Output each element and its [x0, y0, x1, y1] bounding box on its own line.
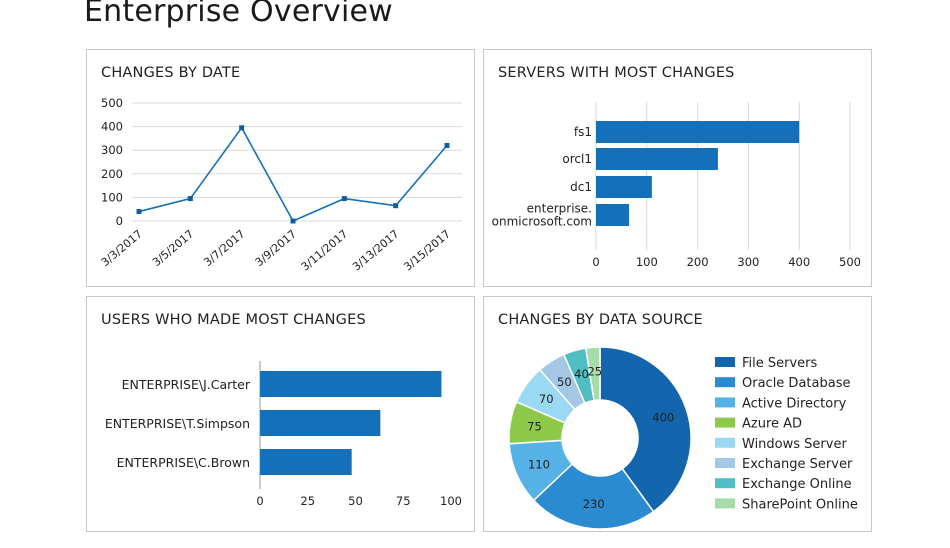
slice-value-label: 40 — [574, 367, 589, 381]
x-tick-label: 100 — [440, 494, 462, 508]
slice-value-label: 230 — [583, 497, 605, 511]
legend-label: File Servers — [742, 356, 818, 371]
bar — [596, 176, 652, 198]
x-tick-label: 100 — [636, 255, 658, 269]
servers-with-most-changes-title: SERVERS WITH MOST CHANGES — [498, 65, 735, 81]
legend-swatch — [715, 478, 735, 489]
x-tick-label: 75 — [396, 494, 411, 508]
x-tick-label: 500 — [839, 255, 861, 269]
legend-label: Exchange Server — [742, 457, 853, 472]
series-line — [138, 126, 448, 223]
pie-slice — [584, 346, 601, 402]
servers-with-most-changes-chart: 0 100 200 300 400 500 fs1 orcl1 dc1 enterprise.on… — [492, 102, 861, 269]
x-tick-label: 50 — [348, 494, 363, 508]
bar-category-label: ENTERPRISE\J.Carter — [122, 377, 251, 392]
x-tick-label: 3/7/2017 — [201, 227, 247, 269]
slice-value-label: 70 — [539, 392, 554, 406]
x-tick-label: 3/13/2017 — [350, 227, 402, 273]
x-tick-label: 0 — [592, 255, 599, 269]
y-tick-label: 300 — [101, 143, 123, 157]
y-tick-label: 200 — [101, 167, 123, 181]
users-who-made-most-changes-chart: 0 25 50 75 100 ENTERPRISE\J.Carter ENTERPRISE\… — [105, 361, 462, 508]
bar-category-label: ENTERPRISE\T.Simpson — [105, 416, 250, 431]
x-tick-label: 400 — [788, 255, 810, 269]
slice-value-label: 110 — [528, 457, 550, 471]
data-point — [290, 218, 296, 224]
legend-label: Exchange Online — [742, 477, 852, 492]
bar-category-label: enterprise. — [527, 202, 592, 216]
legend-label: Oracle Database — [742, 376, 850, 391]
bar — [596, 204, 630, 226]
y-tick-label: 400 — [101, 120, 123, 134]
x-tick-label: 3/5/2017 — [150, 227, 196, 269]
bar-category-label: fs1 — [574, 125, 592, 139]
x-tick-label: 3/11/2017 — [299, 227, 351, 273]
slice-value-label: 400 — [652, 410, 674, 424]
slice-value-label: 50 — [557, 375, 572, 389]
data-point — [187, 196, 193, 202]
legend-swatch — [715, 357, 735, 367]
x-tick-label: 3/3/2017 — [99, 227, 145, 269]
servers-with-most-changes-panel: SERVERS WITH MOST CHANGES 0 100 200 300 400 5… — [483, 49, 872, 287]
slice-value-label: 25 — [587, 365, 602, 379]
page-title: Enterprise Overview — [84, 0, 393, 29]
data-point — [136, 209, 142, 215]
legend-swatch — [715, 437, 735, 448]
x-tick-label: 0 — [256, 494, 263, 508]
legend-label: Azure AD — [742, 417, 802, 432]
changes-by-data-source-panel: CHANGES BY DATA SOURCE 400 230 110 75 70 50 40… — [483, 296, 872, 532]
bar-category-label: dc1 — [570, 180, 592, 194]
legend-label: Active Directory — [742, 396, 847, 411]
pie-slice — [599, 346, 692, 513]
changes-by-data-source-title: CHANGES BY DATA SOURCE — [498, 312, 703, 328]
bar — [260, 371, 442, 397]
bar-category-label: ENTERPRISE\C.Brown — [117, 455, 250, 470]
changes-by-date-title: CHANGES BY DATE — [101, 65, 241, 81]
pie-slice — [532, 462, 655, 530]
changes-by-date-panel: CHANGES BY DATE 0 100 200 300 400 500 3/3/2017… — [86, 49, 475, 287]
bar — [260, 449, 352, 475]
y-tick-label: 500 — [101, 96, 123, 110]
x-tick-label: 25 — [300, 494, 315, 508]
bar — [260, 410, 381, 436]
users-who-made-most-changes-title: USERS WHO MADE MOST CHANGES — [101, 312, 366, 328]
legend-swatch — [715, 458, 735, 468]
x-tick-label: 3/9/2017 — [253, 227, 299, 269]
legend-label: Windows Server — [742, 437, 847, 452]
data-point — [341, 196, 347, 202]
bar-category-label: onmicrosoft.com — [492, 215, 592, 229]
slice-value-label: 75 — [527, 420, 542, 434]
legend-label: SharePoint Online — [742, 497, 858, 512]
data-point — [444, 142, 450, 148]
bar — [596, 121, 800, 143]
users-who-made-most-changes-panel: USERS WHO MADE MOST CHANGES 0 25 50 75 100 EN… — [86, 296, 475, 532]
data-point — [239, 125, 245, 131]
bar-category-label: orcl1 — [562, 152, 592, 166]
changes-by-date-chart: 0 100 200 300 400 500 3/3/2017 3/5/2017 3/7/2017… — [99, 96, 462, 274]
y-tick-label: 100 — [101, 190, 123, 204]
bar — [596, 148, 718, 170]
x-tick-label: 300 — [737, 255, 759, 269]
data-point — [393, 203, 399, 209]
x-tick-label: 200 — [687, 255, 709, 269]
legend-swatch — [715, 377, 735, 388]
legend-swatch — [715, 417, 735, 428]
y-tick-label: 0 — [116, 214, 123, 228]
x-tick-label: 3/15/2017 — [401, 227, 453, 273]
legend-swatch — [715, 498, 735, 509]
legend-swatch — [715, 397, 735, 408]
